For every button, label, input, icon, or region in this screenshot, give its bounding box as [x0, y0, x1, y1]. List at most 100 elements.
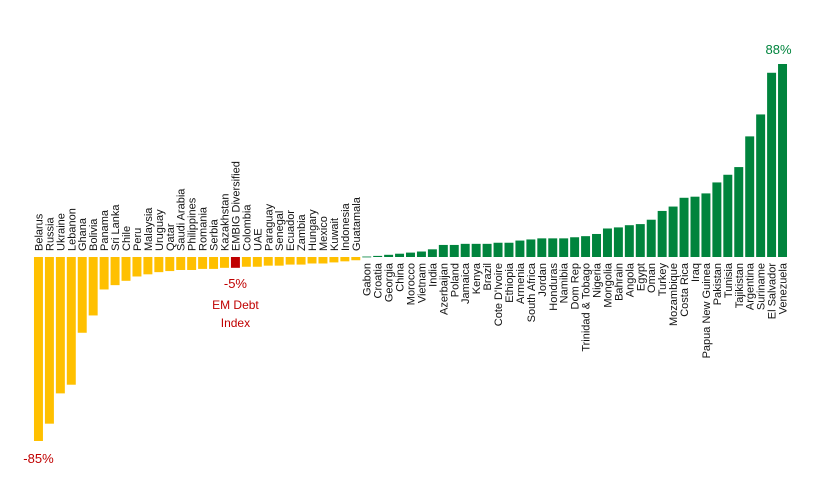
category-label: Kenya [471, 262, 483, 294]
min-value-label: -85% [23, 451, 54, 466]
category-label: Kuwait [329, 218, 341, 251]
bar [756, 114, 766, 257]
bar [745, 136, 755, 258]
bar [307, 257, 317, 264]
bars-group [33, 64, 788, 441]
max-value-label: 88% [766, 42, 792, 57]
category-label: Jordan [537, 263, 549, 297]
bar [723, 174, 733, 257]
bar [274, 257, 284, 266]
category-label: Namibia [559, 262, 571, 303]
category-label: EMBIG Diversified [230, 161, 242, 251]
category-label: Russia [44, 216, 56, 251]
highlight-value-label: -5% [224, 276, 248, 291]
bar [712, 182, 722, 257]
bar [581, 236, 591, 257]
category-label: Brazil [482, 263, 494, 291]
category-label: Turkey [657, 263, 669, 297]
bar [471, 243, 481, 257]
category-label: Zambia [296, 213, 308, 251]
category-label: Lebanon [66, 208, 78, 251]
bar [220, 257, 229, 268]
category-label: Bolivia [88, 218, 100, 251]
bar [77, 257, 87, 333]
bar [592, 233, 601, 257]
category-label: Indonesia [340, 202, 352, 251]
highlight-name-line1: EM Debt [212, 298, 259, 312]
category-label: Colombia [241, 204, 253, 251]
bar [668, 206, 678, 257]
category-label: India [427, 262, 439, 287]
category-label: Qatar [165, 223, 177, 251]
bar [416, 251, 426, 257]
category-label: Bahrain [613, 263, 625, 301]
category-label: Pakistan [712, 263, 724, 305]
category-label: Poland [449, 263, 461, 297]
category-label: Ghana [77, 217, 89, 251]
category-label: UAE [252, 228, 264, 251]
category-label: Malaysia [143, 207, 155, 251]
category-label: China [395, 262, 407, 292]
category-label: Iraq [690, 263, 702, 282]
category-label: Sri Lanka [110, 204, 122, 251]
bar [449, 244, 459, 257]
category-label: Uruguay [154, 209, 166, 251]
category-label: Panama [99, 209, 111, 251]
category-label: Morocco [406, 263, 418, 305]
bar [198, 257, 208, 269]
bar [624, 225, 634, 257]
bar [482, 243, 492, 257]
bar [55, 257, 65, 394]
category-label: Nigeria [592, 262, 604, 298]
bar [460, 243, 470, 257]
category-label: Suriname [756, 263, 768, 310]
category-label: Ethiopia [504, 262, 516, 303]
category-label: Mexico [318, 216, 330, 251]
bar [635, 224, 645, 257]
bar [351, 257, 361, 261]
category-label: Tunisia [723, 262, 735, 298]
bar [493, 242, 503, 257]
category-label: Papua New Guinea [701, 262, 713, 358]
category-label: Armenia [515, 262, 527, 304]
category-label: Argentina [745, 262, 757, 310]
bar [252, 257, 262, 267]
bar [340, 257, 350, 262]
category-label: Belarus [33, 213, 45, 251]
bar [154, 257, 164, 273]
category-label: Vietnam [416, 263, 428, 303]
category-label: Philippines [187, 197, 199, 251]
bar [570, 237, 580, 257]
category-label: Kazakhstan [219, 194, 231, 251]
category-label: Azerbaijan [438, 263, 450, 315]
bar [110, 257, 120, 286]
category-label: Jamaica [460, 262, 472, 304]
bar [427, 249, 437, 257]
bar [526, 239, 536, 257]
bar [778, 64, 788, 257]
category-label: Hungary [307, 209, 319, 251]
category-label: Cote D'Ivoire [493, 263, 505, 326]
category-label: Serbia [209, 218, 221, 251]
category-label: Senegal [274, 211, 286, 251]
category-label: Paraguay [263, 203, 275, 251]
bar [548, 238, 558, 257]
bar [701, 193, 711, 257]
bar [44, 257, 54, 424]
bar [679, 197, 689, 257]
bar [504, 242, 514, 257]
bar [165, 257, 175, 272]
bar [209, 257, 219, 269]
category-label: Costa Rica [679, 262, 691, 317]
category-label: Angola [624, 262, 636, 297]
bar [373, 255, 383, 257]
bar [767, 72, 777, 258]
category-label: Croatia [373, 262, 385, 298]
category-label: Trinidad & Tobago [581, 263, 593, 352]
bar [515, 240, 525, 257]
bar [384, 254, 394, 257]
category-label: Ecuador [285, 210, 297, 251]
bar [646, 219, 656, 257]
bar [241, 257, 251, 267]
